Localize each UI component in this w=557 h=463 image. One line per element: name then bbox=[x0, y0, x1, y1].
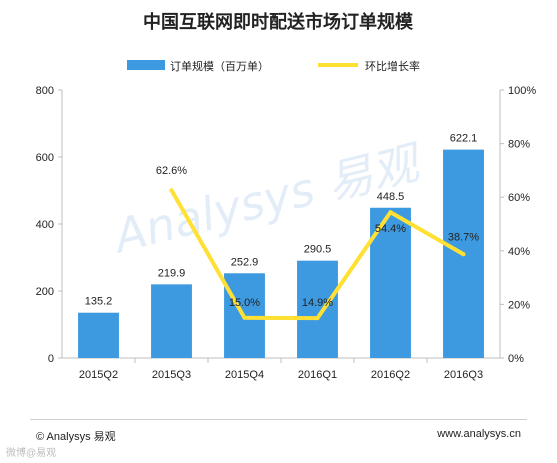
y-right-tick-label: 20% bbox=[508, 299, 530, 311]
y-right-tick-label: 0% bbox=[508, 353, 524, 365]
x-tick-label: 2015Q4 bbox=[225, 369, 264, 381]
bar bbox=[151, 284, 192, 358]
data-labels: 135.2 219.9 252.9 290.5 448.5 622.1 62.6% 15.0%… bbox=[85, 133, 480, 309]
growth-point bbox=[242, 315, 247, 320]
x-tick-label: 2015Q2 bbox=[79, 369, 118, 381]
y-right-tick-label: 60% bbox=[508, 192, 530, 204]
footer-url: www.analysys.cn bbox=[437, 428, 521, 440]
legend-bar-label: 订单规模（百万单） bbox=[170, 59, 269, 73]
axes: 0 200 400 600 800 0% 20% 40% 60% 80% 100% 2015Q2 201… bbox=[36, 85, 537, 381]
growth-point bbox=[461, 252, 466, 257]
growth-point bbox=[169, 188, 174, 193]
y-right-tick-label: 100% bbox=[508, 85, 536, 97]
y-left-tick-label: 400 bbox=[36, 219, 54, 231]
x-tick-label: 2016Q1 bbox=[298, 369, 337, 381]
line-series bbox=[169, 188, 466, 321]
x-tick-label: 2016Q3 bbox=[444, 369, 483, 381]
growth-point bbox=[388, 210, 393, 215]
footer-divider bbox=[30, 419, 527, 420]
growth-value-label: 14.9% bbox=[302, 297, 333, 309]
y-left-tick-label: 800 bbox=[36, 85, 54, 97]
legend: 订单规模（百万单） 环比增长率 bbox=[127, 59, 420, 73]
bar-value-label: 219.9 bbox=[158, 267, 186, 279]
corner-watermark: 微博@易观 bbox=[6, 448, 57, 459]
y-left-tick-label: 600 bbox=[36, 152, 54, 164]
y-right-tick-label: 40% bbox=[508, 246, 530, 258]
bar-value-label: 135.2 bbox=[85, 296, 113, 308]
y-left-tick-label: 0 bbox=[48, 353, 54, 365]
growth-value-label: 54.4% bbox=[375, 223, 406, 235]
growth-value-label: 62.6% bbox=[156, 165, 187, 177]
growth-value-label: 38.7% bbox=[448, 231, 479, 243]
y-right-tick-label: 80% bbox=[508, 139, 530, 151]
chart-title: 中国互联网即时配送市场订单规模 bbox=[143, 11, 414, 33]
legend-bar-swatch bbox=[127, 60, 165, 70]
x-tick-label: 2015Q3 bbox=[152, 369, 191, 381]
bar-value-label: 622.1 bbox=[450, 133, 478, 145]
bar bbox=[78, 312, 119, 358]
y-left-tick-label: 200 bbox=[36, 286, 54, 298]
x-tick-label: 2016Q2 bbox=[371, 369, 410, 381]
bar bbox=[297, 260, 338, 358]
legend-line-label: 环比增长率 bbox=[365, 59, 420, 73]
bar-value-label: 448.5 bbox=[377, 191, 405, 203]
footer-copyright: © Analysys 易观 bbox=[36, 431, 116, 443]
bar-value-label: 252.9 bbox=[231, 256, 259, 268]
growth-value-label: 15.0% bbox=[229, 297, 260, 309]
bar-value-label: 290.5 bbox=[304, 244, 332, 256]
growth-point bbox=[315, 316, 320, 321]
